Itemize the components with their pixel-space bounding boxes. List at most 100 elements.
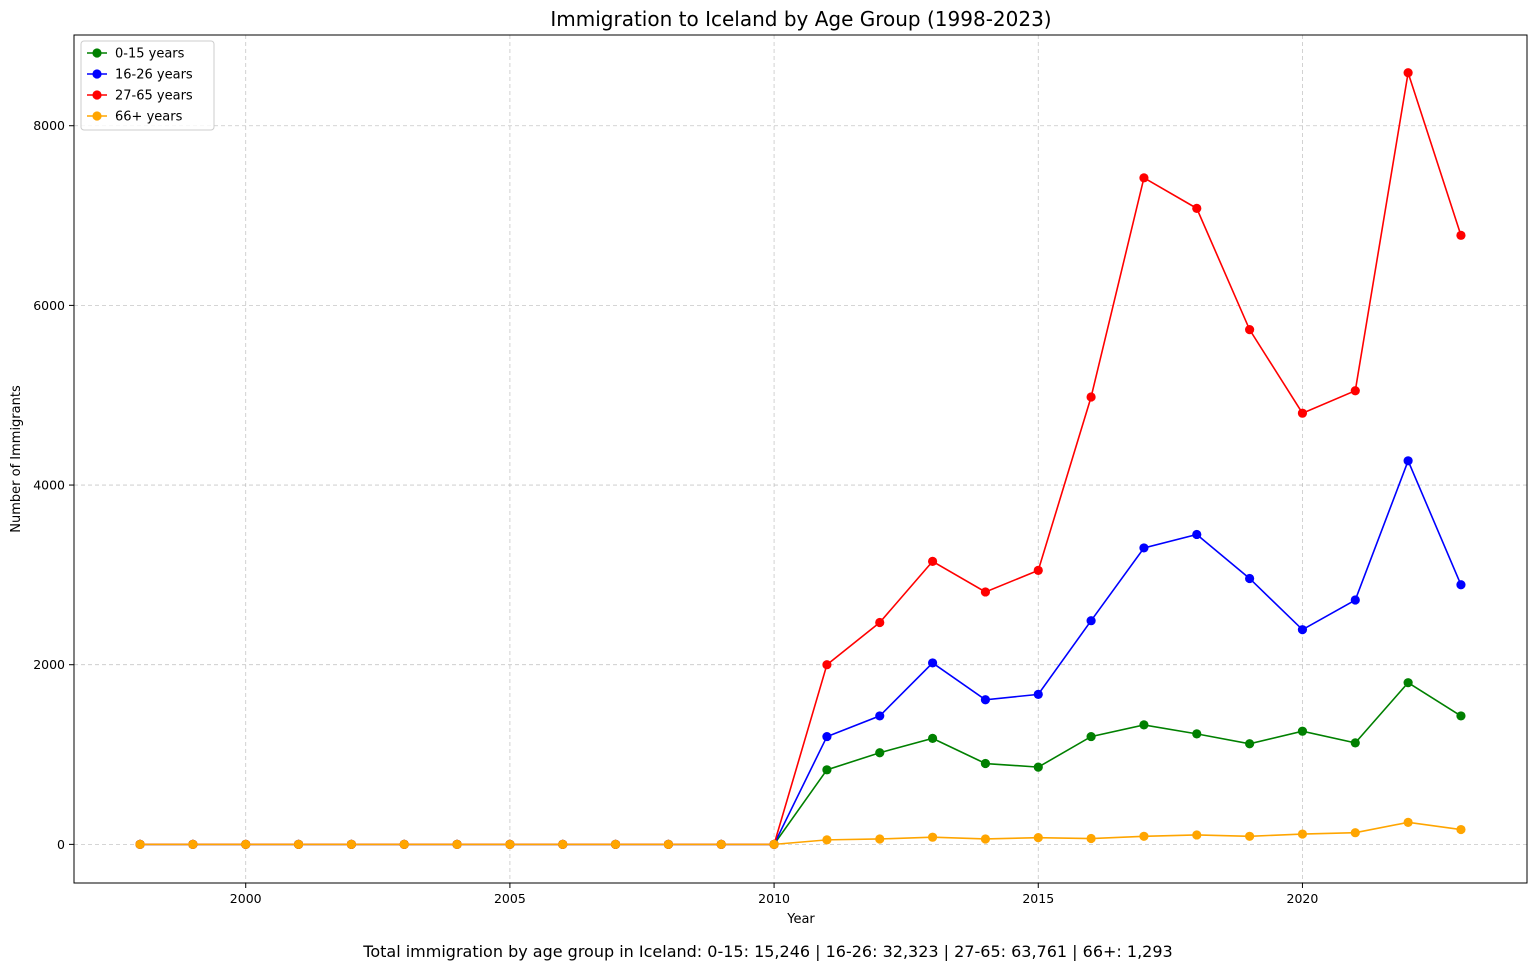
data-point (1245, 325, 1255, 335)
data-point (1033, 689, 1043, 699)
series-line (140, 681, 1462, 846)
data-point (1297, 408, 1308, 418)
data-point (1139, 543, 1149, 553)
data-point (1456, 824, 1466, 835)
data-point (1086, 731, 1096, 742)
plot-frame (73, 34, 1528, 884)
data-point (1297, 726, 1308, 736)
data-point (822, 835, 832, 845)
data-point (822, 765, 832, 775)
series-line (140, 458, 1462, 846)
legend-label: 27-65 years (115, 89, 193, 104)
data-point (1192, 830, 1202, 840)
data-point (1139, 720, 1149, 730)
data-point (663, 839, 674, 849)
data-point (875, 748, 885, 758)
data-point (1139, 831, 1149, 841)
legend-label: 0-15 years (115, 47, 185, 62)
series-3 (135, 68, 1466, 849)
chart-caption: Total immigration by age group in Icelan… (362, 942, 1172, 961)
data-point (1192, 729, 1202, 739)
y-tick-label: 2000 (33, 657, 65, 672)
grid (74, 35, 1527, 883)
data-point (505, 839, 515, 849)
data-point (822, 660, 832, 670)
data-point (980, 587, 991, 597)
data-point (1403, 68, 1413, 78)
data-point (1297, 829, 1308, 839)
data-point (558, 839, 568, 849)
y-tick-label: 8000 (33, 118, 65, 133)
data-point (610, 839, 621, 849)
axis-ticks: 2000 2005 2010 2015 2020 0 2000 4000 6000 8000 (33, 118, 1318, 906)
x-axis-label: Year (786, 912, 815, 927)
data-point (1192, 529, 1202, 540)
x-tick-label: 2005 (494, 891, 526, 906)
series-4 (135, 817, 1466, 849)
data-point (1456, 580, 1466, 590)
data-point (1403, 817, 1413, 827)
data-point (346, 839, 356, 849)
data-point (1033, 833, 1043, 843)
data-point (293, 839, 304, 849)
data-point (1456, 711, 1466, 721)
chart-title: Immigration to Iceland by Age Group (199… (550, 7, 1051, 31)
series-2 (135, 456, 1466, 849)
data-point (1033, 565, 1043, 575)
data-point (1086, 392, 1096, 402)
data-point (1350, 386, 1360, 396)
data-point (1245, 573, 1255, 584)
data-point (452, 839, 462, 849)
x-tick-label: 2015 (1022, 891, 1054, 906)
series-line (140, 821, 1462, 846)
data-point (1245, 831, 1255, 841)
data-point (822, 731, 832, 742)
data-point (927, 658, 938, 668)
data-point (927, 733, 938, 743)
series-1 (135, 678, 1466, 849)
y-tick-label: 6000 (33, 298, 65, 313)
data-point (980, 758, 991, 769)
y-axis-label: Number of Immigrants (9, 385, 24, 533)
data-point (716, 839, 726, 849)
data-point (1456, 230, 1466, 240)
data-point (1350, 738, 1360, 748)
legend-label: 66+ years (115, 110, 183, 125)
data-point (241, 839, 251, 849)
legend-marker (92, 111, 102, 121)
data-point (875, 834, 885, 844)
data-point (927, 832, 938, 842)
data-point (1139, 173, 1149, 183)
series-layer (135, 68, 1466, 849)
series-line (140, 72, 1462, 846)
data-point (1350, 595, 1360, 605)
y-tick-label: 4000 (33, 478, 65, 493)
data-point (399, 839, 409, 849)
data-point (875, 711, 885, 721)
data-point (980, 834, 991, 844)
data-point (1350, 828, 1360, 838)
legend: 0-15 years 16-26 years 27-65 years 66+ year… (80, 40, 215, 131)
data-point (980, 695, 991, 705)
x-tick-label: 2020 (1287, 891, 1319, 906)
data-point (875, 617, 885, 628)
data-point (769, 839, 779, 849)
data-point (927, 556, 938, 567)
legend-box (80, 40, 215, 131)
x-tick-label: 2000 (230, 891, 262, 906)
data-point (1086, 616, 1096, 626)
legend-marker (92, 69, 102, 79)
data-point (1297, 625, 1308, 635)
legend-marker (92, 48, 102, 58)
x-tick-label: 2010 (758, 891, 790, 906)
data-point (1192, 203, 1202, 213)
data-point (188, 839, 198, 849)
data-point (1245, 739, 1255, 749)
data-point (1086, 833, 1096, 844)
legend-marker (92, 90, 102, 100)
legend-label: 16-26 years (115, 68, 193, 83)
data-point (1403, 456, 1413, 466)
data-point (1033, 762, 1043, 772)
data-point (1403, 678, 1413, 688)
